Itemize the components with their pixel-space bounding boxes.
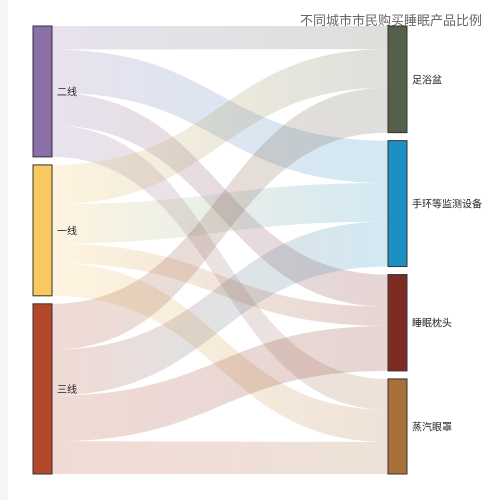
sankey-link[interactable] — [52, 87, 388, 350]
sankey-node-label: 蒸汽眼罩 — [412, 420, 452, 433]
sankey-link[interactable] — [52, 325, 388, 442]
sankey-link[interactable] — [52, 49, 388, 205]
sankey-link[interactable] — [52, 26, 388, 50]
sankey-link[interactable] — [52, 125, 388, 410]
sankey-link[interactable] — [52, 441, 388, 474]
sankey-node-label: 二线 — [57, 85, 77, 98]
sankey-link[interactable] — [52, 221, 388, 396]
sankey-node[interactable] — [32, 25, 53, 158]
sankey-node-label: 手环等监测设备 — [412, 198, 482, 211]
chart-area: 不同城市市民购买睡眠产品比例 二线一线三线 足浴盆手环等监测设备 睡眠枕头蒸汽眼罩 — [8, 0, 500, 500]
sankey-node[interactable] — [387, 140, 408, 268]
sankey-node[interactable] — [387, 378, 408, 475]
sankey-node[interactable] — [387, 274, 408, 372]
sankey-node-label: 睡眠枕头 — [412, 317, 452, 330]
sankey-node-label: 三线 — [57, 383, 77, 396]
chart-title: 不同城市市民购买睡眠产品比例 — [299, 14, 482, 29]
sankey-node[interactable] — [32, 303, 53, 475]
sankey-node-label: 足浴盆 — [412, 73, 442, 86]
sankey-node[interactable] — [387, 25, 408, 134]
sankey-node[interactable] — [32, 164, 53, 297]
sankey-node-label: 一线 — [57, 224, 77, 237]
sankey-link[interactable] — [52, 243, 388, 326]
